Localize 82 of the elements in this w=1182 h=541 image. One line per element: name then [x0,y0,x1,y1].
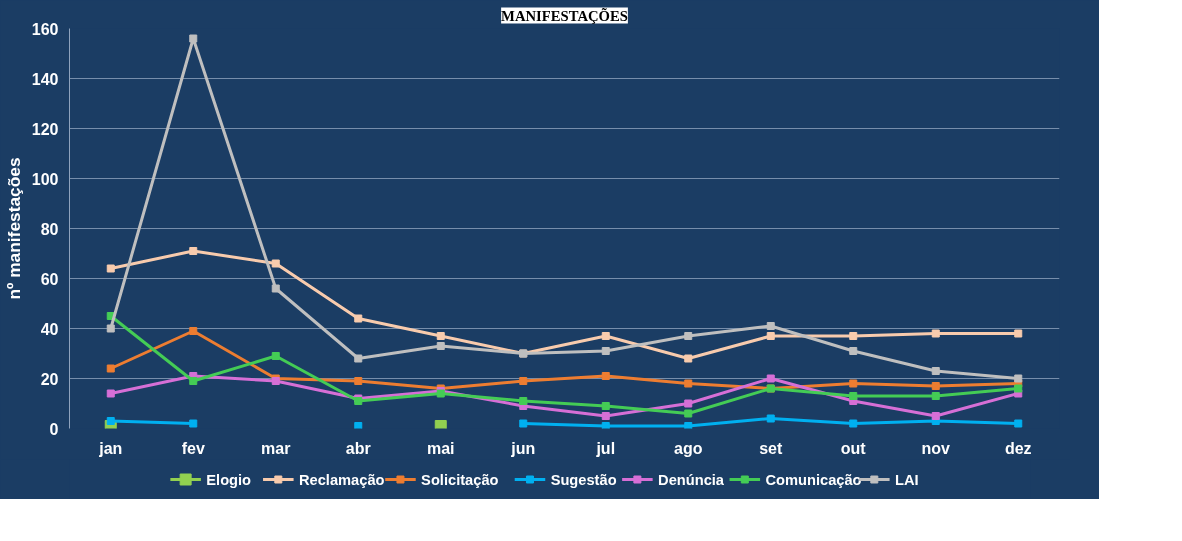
point [189,377,198,385]
point [354,314,363,323]
point [271,284,280,293]
point [189,327,198,335]
point [189,34,198,43]
x-tick-label: mai [426,439,455,457]
point [849,332,858,340]
point [766,374,775,383]
point [271,352,280,360]
point [106,324,115,333]
legend-label: Elogio [206,471,252,488]
x-tick-label: set [759,439,783,457]
point [684,354,693,363]
x-tick-label: ago [674,439,703,457]
point [519,397,528,405]
point [684,399,693,408]
y-tick-label: 20 [40,370,59,388]
y-tick-label: 60 [40,270,59,288]
legend-label: LAI [894,471,919,488]
x-tick-label: nov [921,439,951,457]
y-tick-label: 0 [49,420,59,438]
legend-label: Reclamação [298,471,385,488]
point [601,372,610,380]
point [1014,374,1023,383]
x-tick-label: dez [1004,439,1032,457]
point [354,377,363,385]
x-tick-label: jul [595,439,616,457]
point [601,402,610,410]
y-tick-label: 160 [31,20,59,38]
point [519,377,528,385]
point [106,389,115,398]
point [189,419,198,428]
legend-label: Denúncia [658,471,725,488]
point [931,412,940,420]
point [1014,419,1023,428]
y-tick-label: 80 [40,220,59,238]
point [519,419,528,428]
legend-label: Sugestão [550,471,617,488]
point [1014,384,1023,393]
legend-label: Solicitação [421,471,499,488]
y-tick-label: 40 [40,320,59,338]
point [601,422,610,429]
point [189,247,198,255]
chart-title: MANIFESTAÇÕES [501,6,628,24]
point [601,332,610,340]
point [354,422,363,429]
point [354,354,363,363]
point [766,322,775,330]
point [931,367,940,375]
point [684,409,693,418]
point [601,347,610,355]
point [931,392,940,400]
x-tick-label: fev [181,439,205,457]
legend-label: Comunicação [765,471,862,488]
point [684,422,693,429]
point [436,332,445,340]
point [931,382,940,390]
point [684,379,693,388]
y-tick-label: 140 [31,70,59,88]
point [106,364,115,373]
y-axis-title: nº manifestações [3,157,24,300]
x-tick-label: mar [261,439,291,457]
point [849,347,858,355]
y-tick-label: 120 [31,120,59,138]
point [271,259,280,268]
point [1014,329,1023,338]
point [766,332,775,340]
point [601,412,610,420]
point [106,264,115,273]
y-tick-label: 100 [31,170,59,188]
x-tick-label: abr [345,439,371,457]
point [684,332,693,340]
x-tick-label: out [840,439,867,457]
point [436,342,445,350]
x-tick-label: jun [510,439,536,457]
point [849,419,858,428]
point [849,392,858,400]
point [766,414,775,423]
point [931,329,940,338]
point [106,417,115,425]
x-tick-label: jan [98,439,123,457]
point [849,379,858,388]
